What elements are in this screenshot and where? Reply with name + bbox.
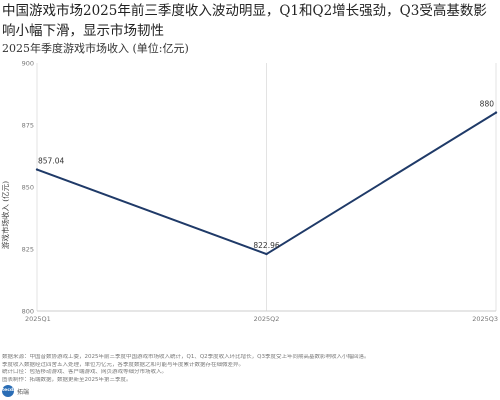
source-line: 季度收入数据经过四舍五入处理，单位为亿元，各季度数据之和可能与年度累计数据存在细… <box>2 361 245 368</box>
source-line: 数据来源：中国音数协游戏工委，2025年前三季度中国游戏市场收入统计，Q1、Q2… <box>2 354 370 360</box>
data-point <box>265 252 268 256</box>
source-line: 图表制作：拓端数据，数据更新至2025年第三季度。 <box>2 376 132 383</box>
y-axis-label: 游戏市场收入 (亿元) <box>0 181 10 249</box>
data-point <box>494 111 498 114</box>
source-line: 统计口径：包括移动游戏、客户端游戏、网页游戏等细分市场收入。 <box>2 369 168 375</box>
grid-layer <box>36 63 497 311</box>
chart-subtitle: 2025年季度游戏市场收入 (单位:亿元) <box>2 42 189 55</box>
label-layer: 857.04 822.96 880 <box>38 100 494 250</box>
x-tick-label: 2025Q1 <box>25 315 51 323</box>
y-tick-label: 900 <box>22 60 34 68</box>
source-notes: 数据来源：中国音数协游戏工委，2025年前三季度中国游戏市场收入统计，Q1、Q2… <box>2 354 496 384</box>
y-tick-label: 850 <box>22 184 34 192</box>
x-tick-label: 2025Q2 <box>254 315 280 323</box>
brand-logo: tecdat 拓端 <box>2 385 29 397</box>
data-label: 880 <box>480 100 495 109</box>
x-tick-label: 2025Q3 <box>472 315 498 323</box>
y-tick-label: 800 <box>22 308 34 316</box>
axis-layer: 800 825 850 875 900 2025Q1 2025Q2 2025Q3 <box>22 60 498 324</box>
logo-badge-icon: tecdat <box>2 385 18 397</box>
series-layer <box>35 111 498 256</box>
y-tick-label: 825 <box>22 246 34 254</box>
y-tick-label: 875 <box>22 122 34 130</box>
chart-title: 中国游戏市场2025年前三季度收入波动明显，Q1和Q2增长强劲，Q3受高基数影响… <box>2 3 487 39</box>
data-label: 857.04 <box>38 157 64 166</box>
data-point <box>35 168 39 171</box>
data-label: 822.96 <box>253 241 279 250</box>
logo-text: 拓端 <box>17 388 30 396</box>
